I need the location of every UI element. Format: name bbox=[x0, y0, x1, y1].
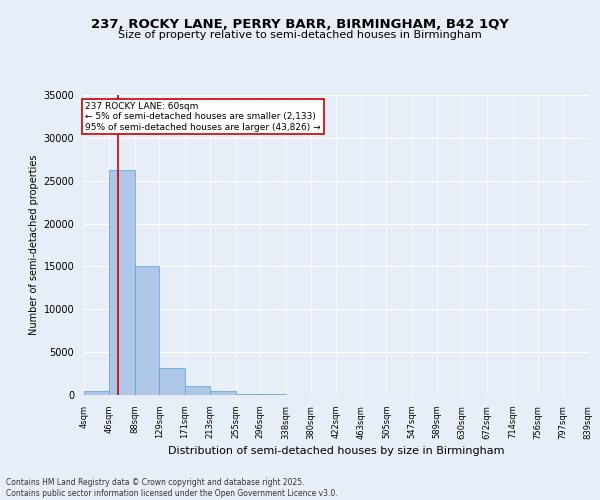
Bar bbox=[160, 368, 185, 395]
X-axis label: Distribution of semi-detached houses by size in Birmingham: Distribution of semi-detached houses by … bbox=[168, 446, 504, 456]
Y-axis label: Number of semi-detached properties: Number of semi-detached properties bbox=[29, 155, 39, 336]
Bar bbox=[84, 390, 109, 395]
Text: Contains HM Land Registry data © Crown copyright and database right 2025.
Contai: Contains HM Land Registry data © Crown c… bbox=[6, 478, 338, 498]
Bar bbox=[236, 394, 260, 395]
Bar bbox=[260, 394, 286, 395]
Bar bbox=[109, 170, 135, 395]
Bar bbox=[135, 266, 160, 395]
Text: 237 ROCKY LANE: 60sqm
← 5% of semi-detached houses are smaller (2,133)
95% of se: 237 ROCKY LANE: 60sqm ← 5% of semi-detac… bbox=[85, 102, 321, 132]
Text: 237, ROCKY LANE, PERRY BARR, BIRMINGHAM, B42 1QY: 237, ROCKY LANE, PERRY BARR, BIRMINGHAM,… bbox=[91, 18, 509, 30]
Bar bbox=[210, 390, 236, 395]
Text: Size of property relative to semi-detached houses in Birmingham: Size of property relative to semi-detach… bbox=[118, 30, 482, 40]
Bar bbox=[185, 386, 210, 395]
